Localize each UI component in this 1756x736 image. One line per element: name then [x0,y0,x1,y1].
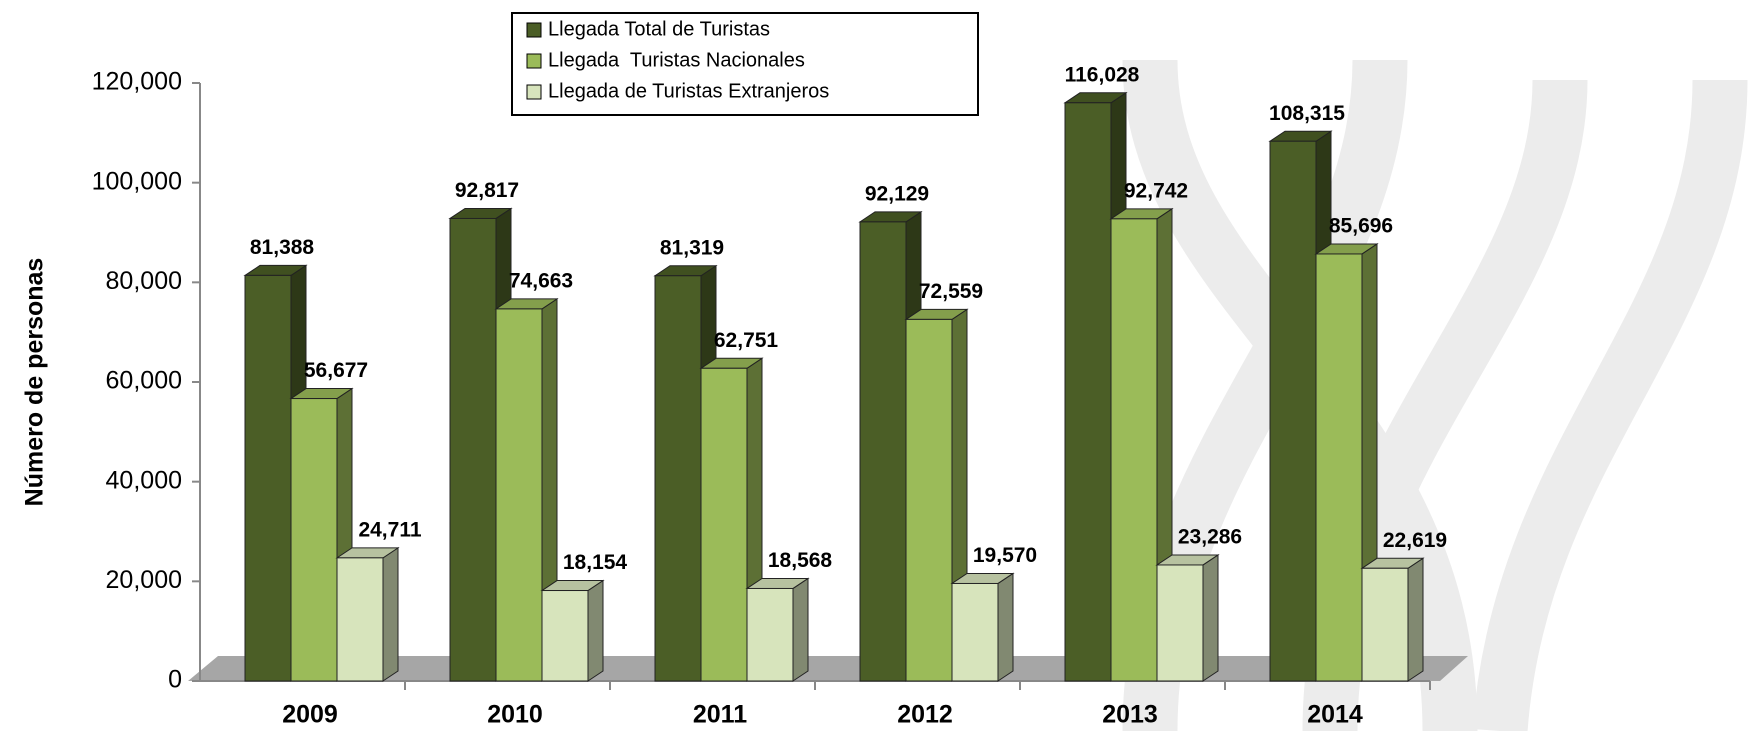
value-label: 85,696 [1329,214,1393,237]
value-label: 56,677 [304,359,368,382]
bar [1269,140,1317,682]
bar [1156,564,1204,682]
legend-label: Llegada de Turistas Extranjeros [548,80,829,102]
legend-swatch [526,22,542,38]
value-label: 19,570 [973,544,1037,567]
bar-side [792,577,809,682]
value-label: 92,129 [865,182,929,205]
legend-swatch [526,84,542,100]
bar [336,557,384,682]
bar [1110,218,1158,682]
legend [511,12,979,116]
value-label: 72,559 [919,280,983,303]
x-tick-label: 2010 [487,701,543,729]
value-label: 62,751 [714,329,779,352]
bar [1361,567,1409,682]
bar [951,582,999,682]
bar [1315,253,1363,682]
bar [541,590,589,682]
y-axis-label: Número de personas [21,258,49,507]
bar [1064,102,1112,682]
value-label: 22,619 [1383,529,1447,552]
watermark [1122,59,1748,733]
y-tick-label: 60,000 [106,367,182,395]
x-tick-label: 2014 [1307,701,1363,729]
bar [654,275,702,682]
x-tick-label: 2009 [282,701,338,729]
x-tick-label: 2013 [1102,701,1158,729]
bar-side [997,572,1014,682]
legend-label: Llegada Total de Turistas [548,18,770,40]
value-label: 81,388 [250,236,315,259]
x-tick-label: 2012 [897,701,953,729]
legend-label: Llegada Turistas Nacionales [548,49,805,71]
y-tick-label: 40,000 [106,466,182,494]
y-tick-label: 0 [168,666,182,694]
value-label: 108,315 [1269,102,1345,125]
y-tick-label: 20,000 [106,566,182,594]
y-tick-label: 100,000 [92,167,182,195]
bar [905,318,953,682]
value-label: 18,568 [768,549,833,572]
bar [859,221,907,682]
value-label: 23,286 [1178,526,1242,549]
bar [700,367,748,682]
value-label: 92,817 [455,179,519,202]
y-tick-label: 120,000 [92,68,182,96]
bar [290,398,338,682]
value-label: 81,319 [660,236,724,259]
value-label: 74,663 [509,269,573,292]
bar [449,217,497,682]
value-label: 92,742 [1124,179,1188,202]
value-label: 24,711 [358,518,421,541]
value-label: 18,154 [563,551,628,574]
bar-side [382,546,399,682]
bar [495,308,543,682]
y-tick-label: 80,000 [106,267,182,295]
bar [746,587,794,682]
bar-side [1202,554,1219,682]
x-tick-label: 2011 [693,701,747,729]
value-label: 116,028 [1065,63,1140,86]
bar-side [587,579,604,682]
legend-swatch [526,53,542,69]
bar-side [1407,557,1424,682]
bar [244,274,292,682]
